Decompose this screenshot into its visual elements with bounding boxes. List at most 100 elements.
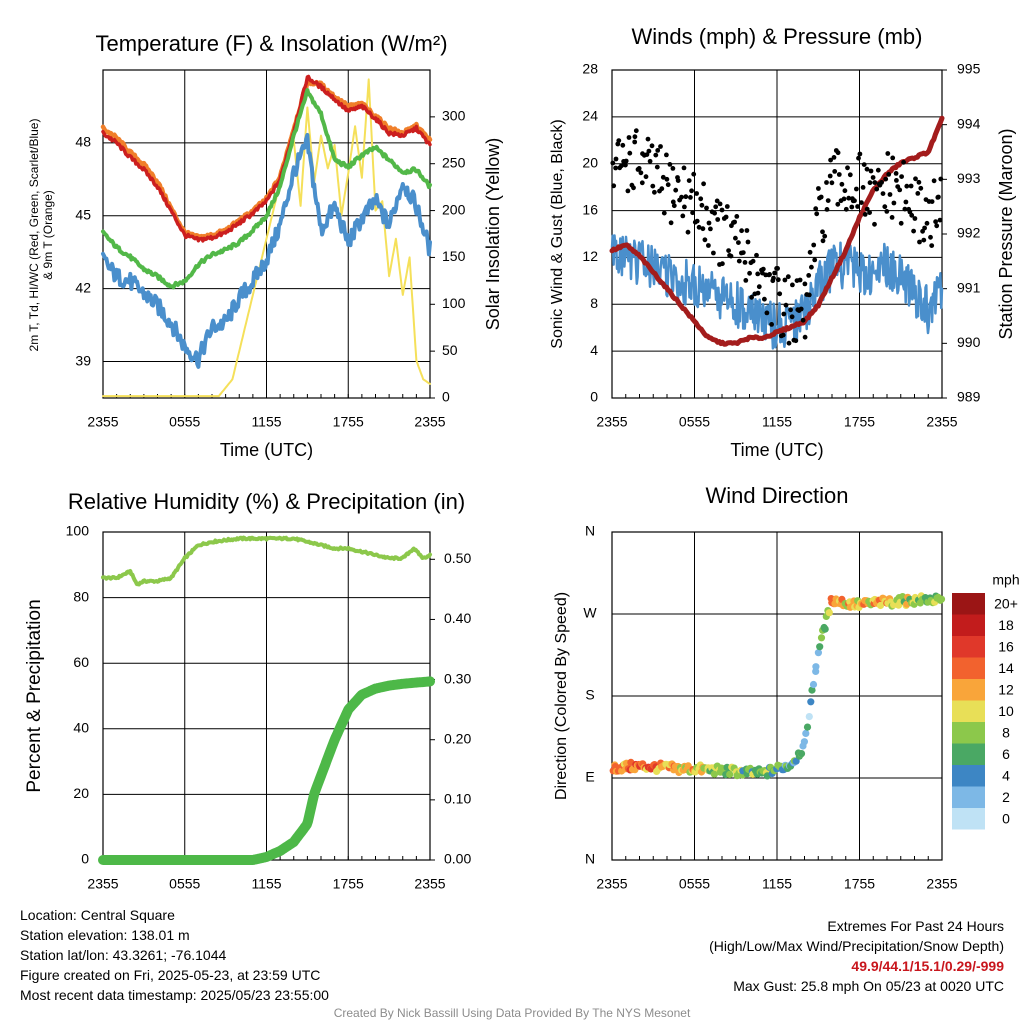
gust-point — [843, 206, 849, 212]
x-tick-label: 1155 — [762, 414, 792, 430]
gust-point — [689, 188, 694, 194]
gust-point — [661, 210, 667, 216]
gust-point — [702, 237, 708, 243]
x-tick-label: 2355 — [414, 876, 445, 892]
gust-point — [898, 220, 904, 226]
direction-point — [825, 609, 833, 617]
gust-point — [755, 290, 761, 296]
gust-point — [889, 215, 895, 220]
gust-point — [831, 155, 837, 160]
gust-point — [847, 172, 853, 178]
gust-point — [750, 258, 756, 264]
gust-point — [916, 179, 922, 185]
colorbar-swatch — [952, 765, 985, 787]
winds-chart: 2355 0555 1155 1755 2355 Winds (mph) & Pressu… — [549, 24, 1016, 460]
gust-point — [856, 155, 861, 161]
y-right-tick-label: 50 — [442, 342, 458, 358]
y-right-tick-label: 300 — [442, 108, 466, 124]
gust-point — [665, 182, 671, 188]
y-right-tick-label: 150 — [442, 248, 466, 264]
extremes-subheading: (High/Low/Max Wind/Precipitation/Snow De… — [709, 938, 1004, 954]
chart-title: Relative Humidity (%) & Precipitation (i… — [68, 489, 465, 514]
y-right-tick-label: 994 — [957, 115, 981, 131]
temperature-chart: 2355 0555 1155 1755 2355 Temperature (F) & In… — [27, 31, 503, 460]
gust-point — [706, 220, 712, 226]
gust-point — [835, 150, 841, 156]
gust-point — [736, 240, 741, 246]
y-tick-label: N — [585, 851, 595, 867]
colorbar-label: 18 — [998, 617, 1014, 633]
gust-point — [764, 310, 770, 316]
gust-point — [754, 252, 759, 258]
gust-point — [882, 204, 888, 210]
y-right-tick-label: 0.50 — [444, 550, 471, 566]
gust-point — [623, 162, 628, 168]
colorbar-label: 16 — [998, 638, 1014, 654]
gust-point — [673, 187, 679, 193]
gust-point — [682, 204, 687, 210]
direction-point — [816, 643, 824, 651]
y-right-tick-label: 0.10 — [444, 791, 471, 807]
gust-point — [790, 282, 795, 288]
figure-created: Figure created on Fri, 2025-05-23, at 23… — [20, 967, 321, 983]
direction-point — [710, 770, 719, 778]
gust-point — [755, 271, 761, 277]
gust-point — [742, 260, 748, 265]
gust-point — [633, 128, 639, 134]
gust-point — [879, 180, 884, 185]
gust-point — [822, 233, 828, 239]
gust-point — [610, 160, 616, 166]
gust-point — [714, 198, 720, 204]
gust-point — [861, 162, 867, 168]
colorbar-swatch — [952, 679, 985, 701]
y-right-tick-label: 0.20 — [444, 730, 471, 746]
gust-point — [780, 332, 786, 338]
gust-point — [771, 275, 776, 281]
gust-point — [724, 204, 730, 209]
gust-point — [918, 185, 924, 191]
gust-point — [620, 142, 626, 148]
gust-point — [704, 205, 709, 211]
extremes-heading: Extremes For Past 24 Hours — [827, 918, 1004, 934]
gust-point — [883, 176, 889, 182]
direction-point — [800, 738, 809, 746]
gust-point — [884, 209, 890, 214]
chart-title: Wind Direction — [705, 483, 848, 508]
x-tick-label: 2355 — [596, 876, 627, 892]
y-tick-label: 8 — [590, 295, 598, 311]
gust-point — [715, 217, 721, 222]
gust-point — [902, 206, 908, 212]
gust-point — [679, 194, 684, 200]
y-axis-label-left: Sonic Wind & Gust (Blue, Black) — [549, 119, 566, 348]
gust-point — [901, 159, 906, 165]
gust-point — [862, 212, 868, 217]
gust-point — [788, 307, 793, 313]
colorbar-swatch — [952, 743, 985, 765]
gust-point — [872, 221, 877, 227]
gust-point — [854, 186, 859, 192]
y-right-tick-label: 0.30 — [444, 670, 471, 686]
gust-point — [711, 250, 716, 256]
gust-point — [632, 134, 638, 140]
colorbar-swatch — [952, 722, 985, 744]
gust-point — [613, 165, 618, 171]
humidity-chart: 2355 0555 1155 1755 2355 Relative Humidity (%… — [24, 489, 471, 892]
gust-point — [726, 248, 731, 254]
chart-title: Temperature (F) & Insolation (W/m²) — [95, 31, 447, 56]
x-tick-label: 2355 — [87, 876, 118, 892]
colorbar-label: 2 — [1002, 789, 1010, 805]
gust-point — [652, 189, 657, 195]
gust-point — [712, 210, 717, 216]
colorbar-label: 6 — [1002, 746, 1010, 762]
y-tick-label: 12 — [582, 248, 598, 264]
gust-point — [818, 194, 824, 200]
direction-point — [802, 729, 810, 738]
y-axis-label-left-2: & 9m T (Orange) — [41, 190, 55, 280]
gust-point — [820, 229, 825, 235]
y-tick-label: 20 — [73, 785, 89, 801]
colorbar-swatch — [952, 657, 985, 679]
gust-point — [627, 150, 633, 156]
gust-point — [649, 143, 655, 149]
y-right-tick-label: 993 — [957, 170, 981, 186]
colorbar-label: 12 — [998, 681, 1014, 697]
